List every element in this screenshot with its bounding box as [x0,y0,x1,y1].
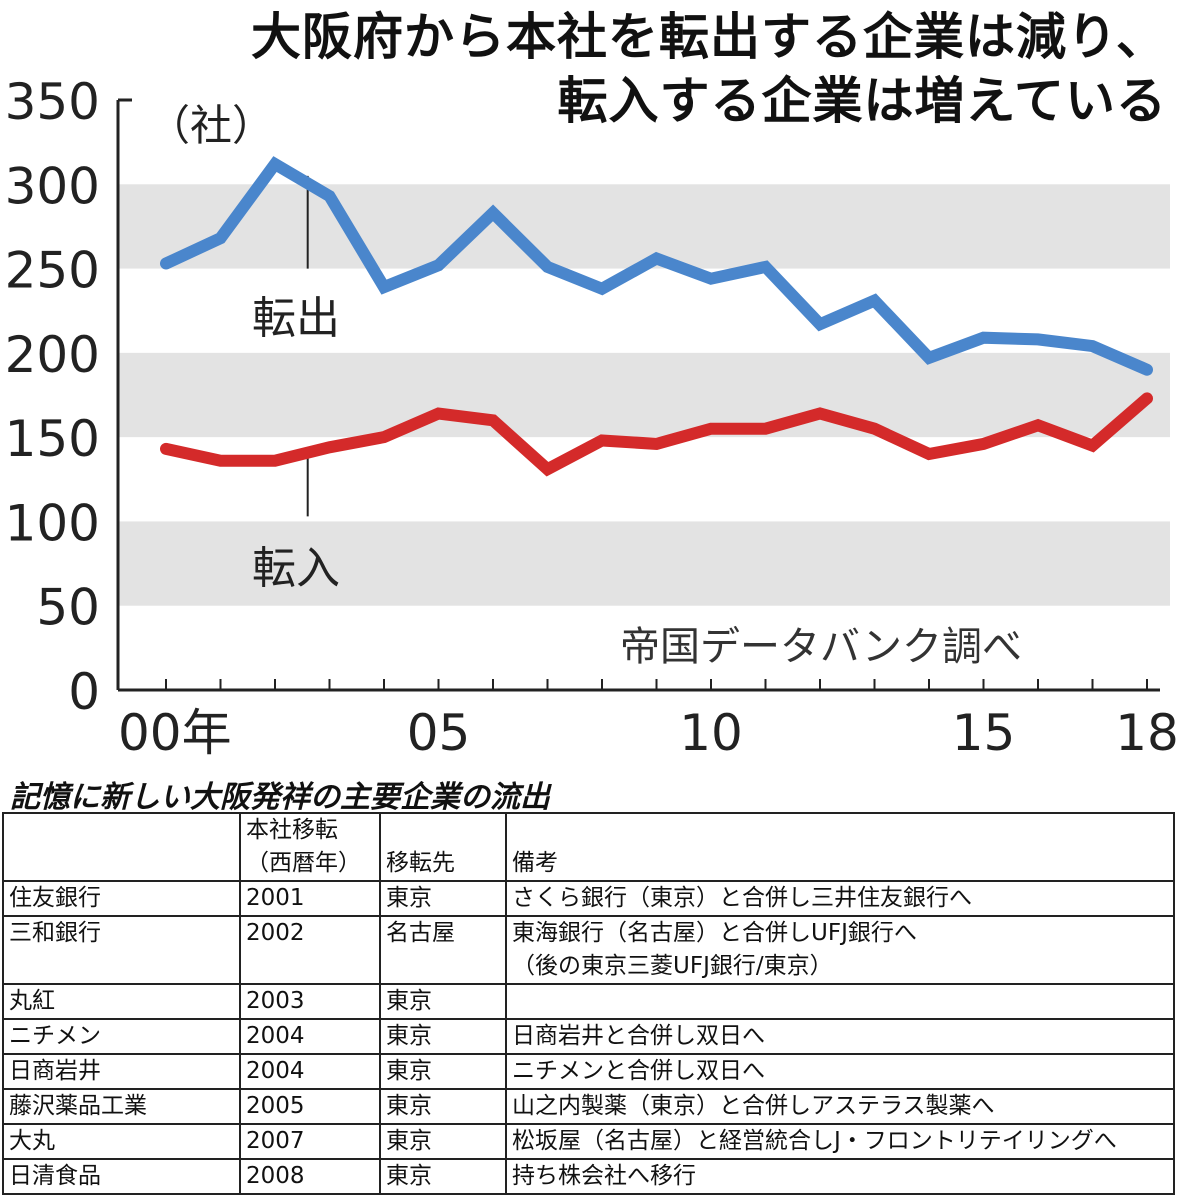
y-tick-label-50: 50 [36,579,100,637]
x-tick-labels: 00年 05 10 15 18 [118,704,1179,762]
table-row: 日商岩井 2004 東京 ニチメンと合併し双日へ [2,1053,1175,1090]
table-row-cell-2: 東京 [379,983,507,1020]
table-row-cell-2: 東京 [379,1088,507,1125]
table-row-cell-0: 藤沢薬品工業 [2,1088,241,1125]
table-row-cell-2: 東京 [379,880,507,917]
y-tick-labels: 0 50 100 150 200 250 300 350 [5,73,100,721]
table-row: 日清食品 2008 東京 持ち株会社へ移行 [2,1158,1175,1195]
table-row-cell-1: 2002 [239,915,381,985]
table-row: ニチメン 2004 東京 日商岩井と合併し双日へ [2,1018,1175,1055]
y-tick-label-250: 250 [5,242,100,300]
y-tick-label-350: 350 [5,73,100,131]
table-header-row-cell-0 [2,812,241,882]
table-row-cell-0: 住友銀行 [2,880,241,917]
grid-band-2 [118,184,1170,269]
chart-title-line-1: 大阪府から本社を転出する企業は減り、 [251,8,1167,66]
table-row-cell-1: 2007 [239,1123,381,1160]
axes [116,98,1160,692]
chart-title-line-2: 転入する企業は増えている [557,72,1167,130]
table-row: 住友銀行 2001 東京 さくら銀行（東京）と合併し三井住友銀行へ [2,880,1175,917]
table-row-cell-1: 2001 [239,880,381,917]
table-row: 大丸 2007 東京 松坂屋（名古屋）と経営統合しJ・フロントリテイリングへ [2,1123,1175,1160]
table-row-cell-1: 2004 [239,1053,381,1090]
x-tick-label-00年: 00年 [118,704,232,762]
grid-band-0 [118,521,1170,606]
table-row-cell-2: 東京 [379,1123,507,1160]
table-row-cell-2: 名古屋 [379,915,507,985]
x-tick-label-18: 18 [1115,704,1179,762]
table-header-row-cell-2: 移転先 [379,812,507,882]
series-line-転出 [160,156,1153,376]
x-tick-label-15: 15 [952,704,1016,762]
table-header-row: 本社移転 （西暦年） 移転先 備考 [2,812,1175,882]
table-row: 丸紅 2003 東京 [2,983,1175,1020]
table-row-cell-3: 東海銀行（名古屋）と合併しUFJ銀行へ （後の東京三菱UFJ銀行/東京） [505,915,1175,985]
table-row-cell-2: 東京 [379,1158,507,1195]
line-chart: 0 50 100 150 200 250 300 350 00年 05 10 15 18 [5,73,1179,762]
table-row-cell-1: 2003 [239,983,381,1020]
table-row-cell-1: 2005 [239,1088,381,1125]
y-axis-unit-label: （社） [148,101,275,150]
grid-bands [118,184,1170,606]
series-label-tenshutsu: 転出 [252,293,340,344]
table-header-row-cell-3: 備考 [505,812,1175,882]
table-row-cell-1: 2004 [239,1018,381,1055]
x-tick-label-10: 10 [679,704,743,762]
y-tick-label-150: 150 [5,410,100,468]
y-tick-label-100: 100 [5,494,100,552]
series-lines [160,156,1153,477]
table-row-cell-1: 2008 [239,1158,381,1195]
source-note: 帝国データバンク調べ [620,624,1022,670]
table-row-cell-0: 大丸 [2,1123,241,1160]
grid-band-1 [118,352,1170,438]
table-row-cell-0: ニチメン [2,1018,241,1055]
table-row-cell-0: 三和銀行 [2,915,241,985]
table-row-cell-3: さくら銀行（東京）と合併し三井住友銀行へ [505,880,1175,917]
table-row-cell-2: 東京 [379,1018,507,1055]
table-title: 記憶に新しい大阪発祥の主要企業の流出 [10,780,550,815]
company-relocation-table: 本社移転 （西暦年） 移転先 備考 住友銀行 2001 東京 さくら銀行（東京）と合併し三井… [2,812,1175,1195]
table-row-cell-0: 日商岩井 [2,1053,241,1090]
y-tick-label-300: 300 [5,157,100,215]
table-row-cell-3: ニチメンと合併し双日へ [505,1053,1175,1090]
table-row-cell-0: 丸紅 [2,983,241,1020]
table-row-cell-2: 東京 [379,1053,507,1090]
series-line-転入 [160,392,1153,477]
series-label-tennyu: 転入 [252,543,340,594]
table-row-cell-3: 持ち株会社へ移行 [505,1158,1175,1195]
table-header-row-cell-1: 本社移転 （西暦年） [239,812,381,882]
y-tick-label-0: 0 [68,663,100,721]
table-row-cell-3: 日商岩井と合併し双日へ [505,1018,1175,1055]
table-row-cell-3: 山之内製薬（東京）と合併しアステラス製薬へ [505,1088,1175,1125]
table-row-cell-0: 日清食品 [2,1158,241,1195]
x-tick-label-05: 05 [407,704,471,762]
y-tick-label-200: 200 [5,326,100,384]
table-row: 三和銀行 2002 名古屋 東海銀行（名古屋）と合併しUFJ銀行へ （後の東京三菱UF… [2,915,1175,985]
table-row-cell-3: 松坂屋（名古屋）と経営統合しJ・フロントリテイリングへ [505,1123,1175,1160]
table-row-cell-3 [505,983,1175,1020]
table-row: 藤沢薬品工業 2005 東京 山之内製薬（東京）と合併しアステラス製薬へ [2,1088,1175,1125]
